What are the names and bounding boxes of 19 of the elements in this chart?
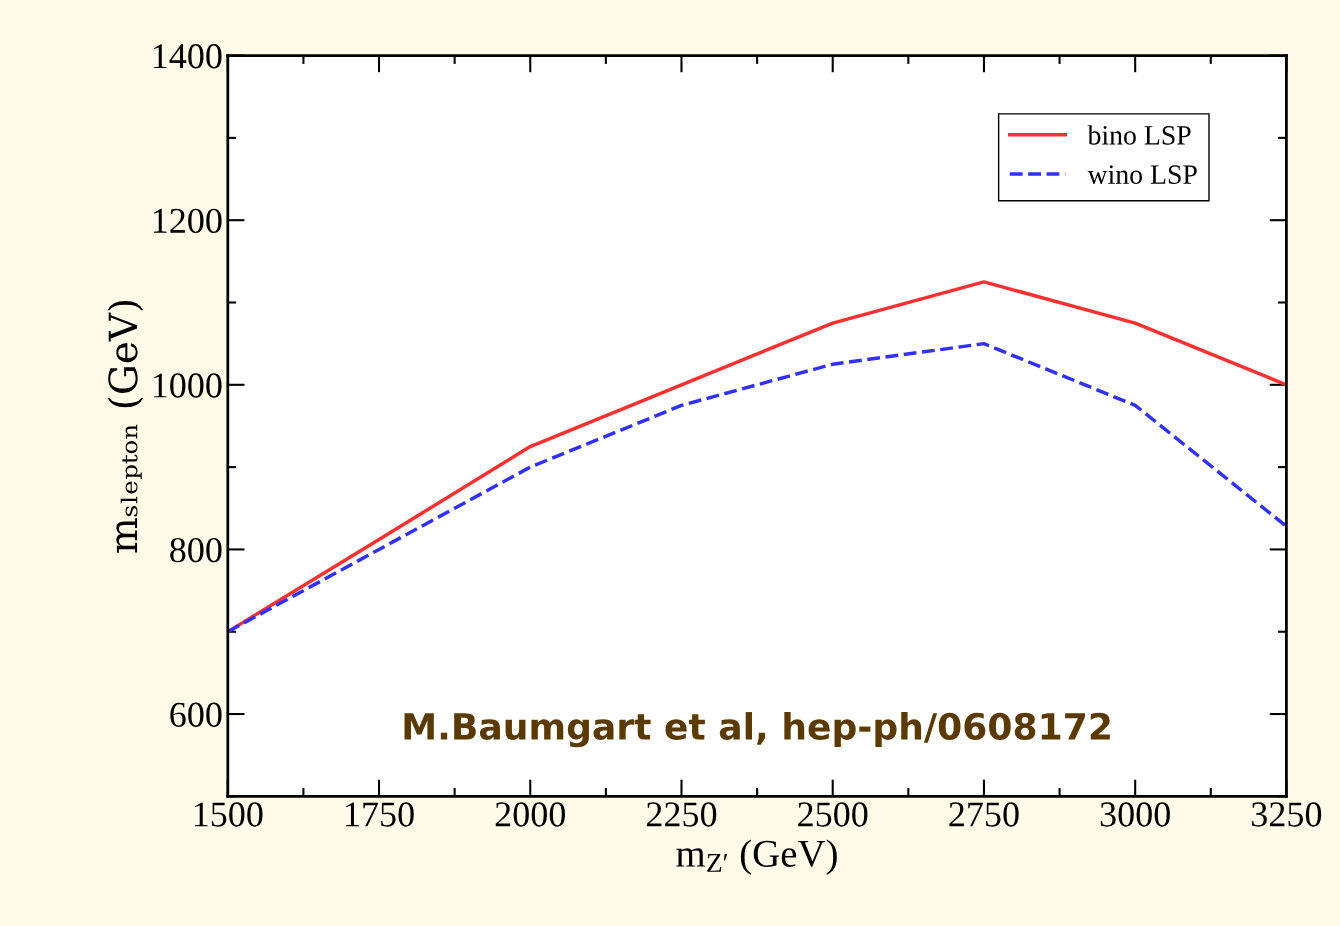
x-tick-label: 2750	[949, 802, 1019, 827]
y-tick-label: 600	[170, 702, 222, 727]
y-tick-label: 1000	[153, 373, 222, 398]
x-tick-label: 1500	[194, 802, 263, 827]
x-tick-label: 2000	[495, 802, 565, 827]
x-tick-label: 1750	[346, 802, 414, 827]
x-tick-label: 2250	[646, 802, 717, 827]
x-axis-title: m$_{Z′}$ (GeV)	[676, 839, 837, 875]
legend-label: wino LSP	[1087, 165, 1197, 184]
x-tick-label: 3250	[1252, 802, 1322, 827]
annotation: M.Baumgart et al, hep-ph/0608172	[404, 712, 1110, 748]
y-tick-label: 1400	[153, 44, 222, 69]
line-series	[227, 341, 1287, 634]
y-tick-label: 1200	[153, 208, 222, 234]
x-tick-label: 3000	[1100, 802, 1170, 827]
x-tick-label: 2500	[798, 802, 868, 827]
y-axis-title: mₛₗₑₚₜₒₙ (GeV)	[107, 300, 144, 553]
y-tick-label: 800	[170, 537, 222, 563]
legend-label: bino LSP	[1087, 125, 1191, 145]
